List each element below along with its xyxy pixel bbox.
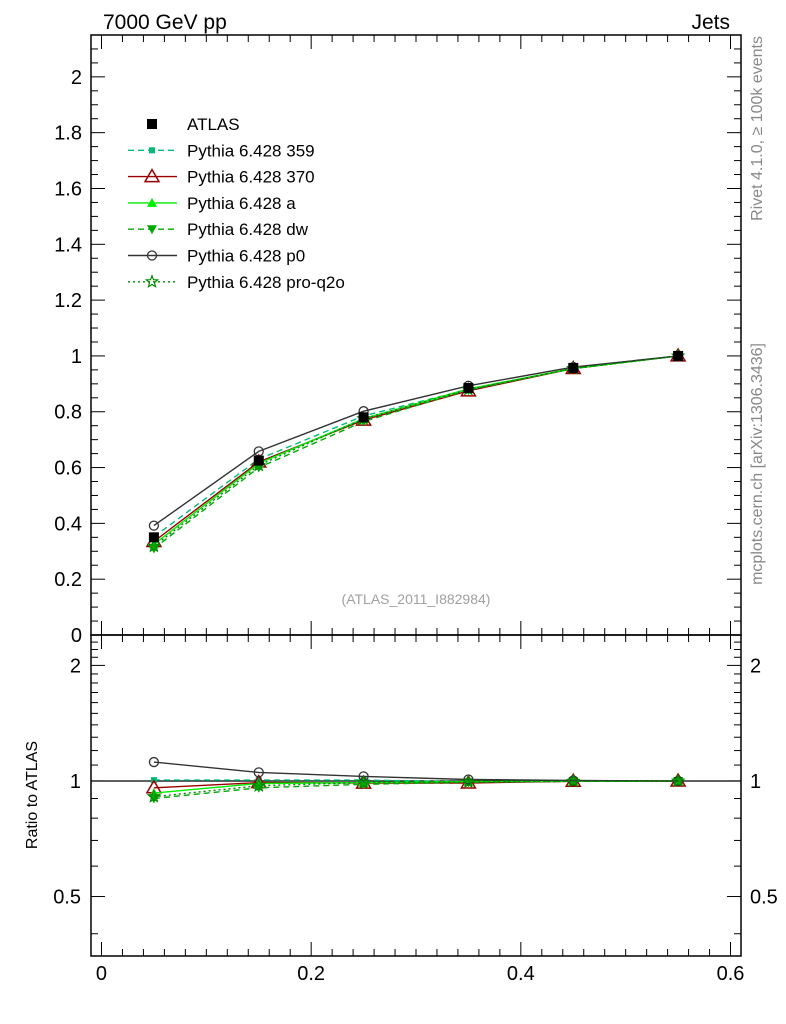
legend-label-pythia-6-428-370: Pythia 6.428 370: [187, 168, 315, 187]
data-point-atlas: [148, 532, 159, 543]
data-point-atlas: [358, 412, 369, 423]
series-line-pythia-6-428-370: [153, 355, 679, 543]
main-y-tick-label: 0.2: [54, 569, 82, 591]
series-atlas: [148, 350, 684, 543]
ratio-x-tick-label: 0: [96, 963, 107, 985]
main-y-tick-label: 1: [71, 346, 82, 368]
legend-label-pythia-6-428-359: Pythia 6.428 359: [187, 141, 315, 160]
data-point-pythia-6-428-pro-q2o: [146, 538, 162, 553]
ratio-y-tick-label: 2: [70, 655, 81, 677]
ratio-y-tick-label: 1: [70, 771, 81, 793]
ratio-y-tick-label-right: 2: [750, 655, 761, 677]
data-point-atlas: [253, 455, 264, 466]
ratio-point-pythia-6-428-pro-q2o: [251, 778, 266, 792]
legend-marker-pythia-6-428-370: [143, 168, 161, 183]
ratio-point-pythia-6-428-pro-q2o: [461, 774, 476, 789]
data-point-pythia-6-428-p0: [148, 520, 160, 531]
ratio-point-pythia-6-428-p0: [148, 756, 160, 768]
series-line-pythia-6-428-a: [153, 355, 679, 545]
ratio-x-tick-label: 0.4: [507, 963, 535, 985]
series-pythia-6-428-pro-q2o: [146, 348, 686, 553]
main-y-tick-label: 0: [71, 625, 82, 647]
data-point-atlas: [463, 383, 474, 394]
main-y-tick-label: 0.4: [54, 513, 82, 535]
main-y-tick-label: 1.8: [54, 123, 82, 145]
series-pythia-6-428-370: [145, 347, 687, 548]
ratio-point-pythia-6-428-pro-q2o: [146, 789, 162, 803]
series-line-pythia-6-428-359: [153, 355, 679, 538]
series-pythia-6-428-359: [150, 352, 682, 540]
ratio-line-pythia-6-428-p0: [153, 761, 679, 782]
main-y-tick-label: 2: [71, 67, 82, 89]
ratio-line-pythia-6-428-dw: [153, 780, 679, 800]
legend-marker-atlas: [147, 119, 157, 129]
legend: ATLAS Pythia 6.428 359 Pythia 6.428 370 Pyt…: [128, 115, 345, 292]
ratio-x-tick-label: 0.6: [717, 963, 745, 985]
series-pythia-6-428-dw: [148, 351, 684, 554]
ratio-y-label: Ratio to ATLAS: [24, 741, 41, 849]
ratio-y-tick-label-right: 1: [750, 771, 761, 793]
data-point-atlas: [673, 350, 684, 361]
series-pythia-6-428-a: [148, 350, 684, 549]
legend-label-pythia-6-428-a: Pythia 6.428 a: [187, 194, 296, 213]
data-point-atlas: [568, 362, 579, 373]
analysis-watermark: (ATLAS_2011_I882984): [342, 591, 491, 607]
ratio-line-pythia-6-428-359: [153, 779, 679, 783]
ratio-point-pythia-6-428-pro-q2o: [670, 773, 686, 788]
legend-marker-pythia-6-428-pro-q2o: [144, 274, 160, 289]
legend-marker-pythia-6-428-dw: [147, 225, 157, 235]
ratio-point-pythia-6-428-pro-q2o: [356, 774, 371, 789]
ratio-point-pythia-6-428-pro-q2o: [566, 773, 581, 788]
main-y-tick-label: 0.8: [54, 402, 82, 424]
legend-label-pythia-6-428-pro-q2o: Pythia 6.428 pro-q2o: [187, 273, 345, 292]
legend-label-atlas: ATLAS: [187, 115, 240, 134]
main-y-tick-label: 1.6: [54, 178, 82, 200]
legend-marker-pythia-6-428-p0: [146, 250, 158, 261]
header-left-label: 7000 GeV pp: [103, 11, 227, 34]
ratio-point-pythia-6-428-dw: [463, 778, 474, 788]
ratio-x-tick-label: 0.2: [297, 963, 325, 985]
mcplots-label: mcplots.cern.ch [arXiv:1306.3436]: [749, 343, 766, 585]
legend-marker-pythia-6-428-a: [147, 197, 157, 207]
ratio-point-pythia-6-428-p0: [253, 767, 264, 778]
main-y-tick-label: 1.4: [54, 234, 82, 256]
ratio-series-pythia-6-428-pro-q2o: [146, 773, 686, 803]
series-pythia-6-428-p0: [148, 350, 684, 531]
series-line-pythia-6-428-pro-q2o: [153, 355, 679, 547]
rivet-label: Rivet 4.1.0, ≥ 100k events: [749, 36, 766, 221]
ratio-panel: 0.5 0.5 1 1 2 2 0 0.2 0.4 0.6: [53, 634, 778, 985]
header-right-label: Jets: [691, 11, 730, 34]
ratio-y-tick-label: 0.5: [53, 887, 81, 909]
legend-label-pythia-6-428-p0: Pythia 6.428 p0: [187, 247, 305, 266]
main-y-tick-label: 1.2: [54, 290, 82, 312]
series-line-pythia-6-428-p0: [153, 355, 679, 527]
main-panel: 0 0.2 0.4 0.6 0.8 1 1.2 1.4 1.6 1.8 2 (ATLAS_2011_I…: [54, 34, 742, 647]
ratio-y-tick-label-right: 0.5: [750, 887, 778, 909]
legend-marker-pythia-6-428-359: [149, 147, 155, 154]
series-line-pythia-6-428-dw: [153, 355, 679, 550]
ratio-series-pythia-6-428-a: [148, 775, 684, 798]
legend-label-pythia-6-428-dw: Pythia 6.428 dw: [187, 220, 309, 239]
main-y-tick-label: 0.6: [54, 458, 82, 480]
ratio-point-pythia-6-428-p0: [358, 771, 369, 782]
